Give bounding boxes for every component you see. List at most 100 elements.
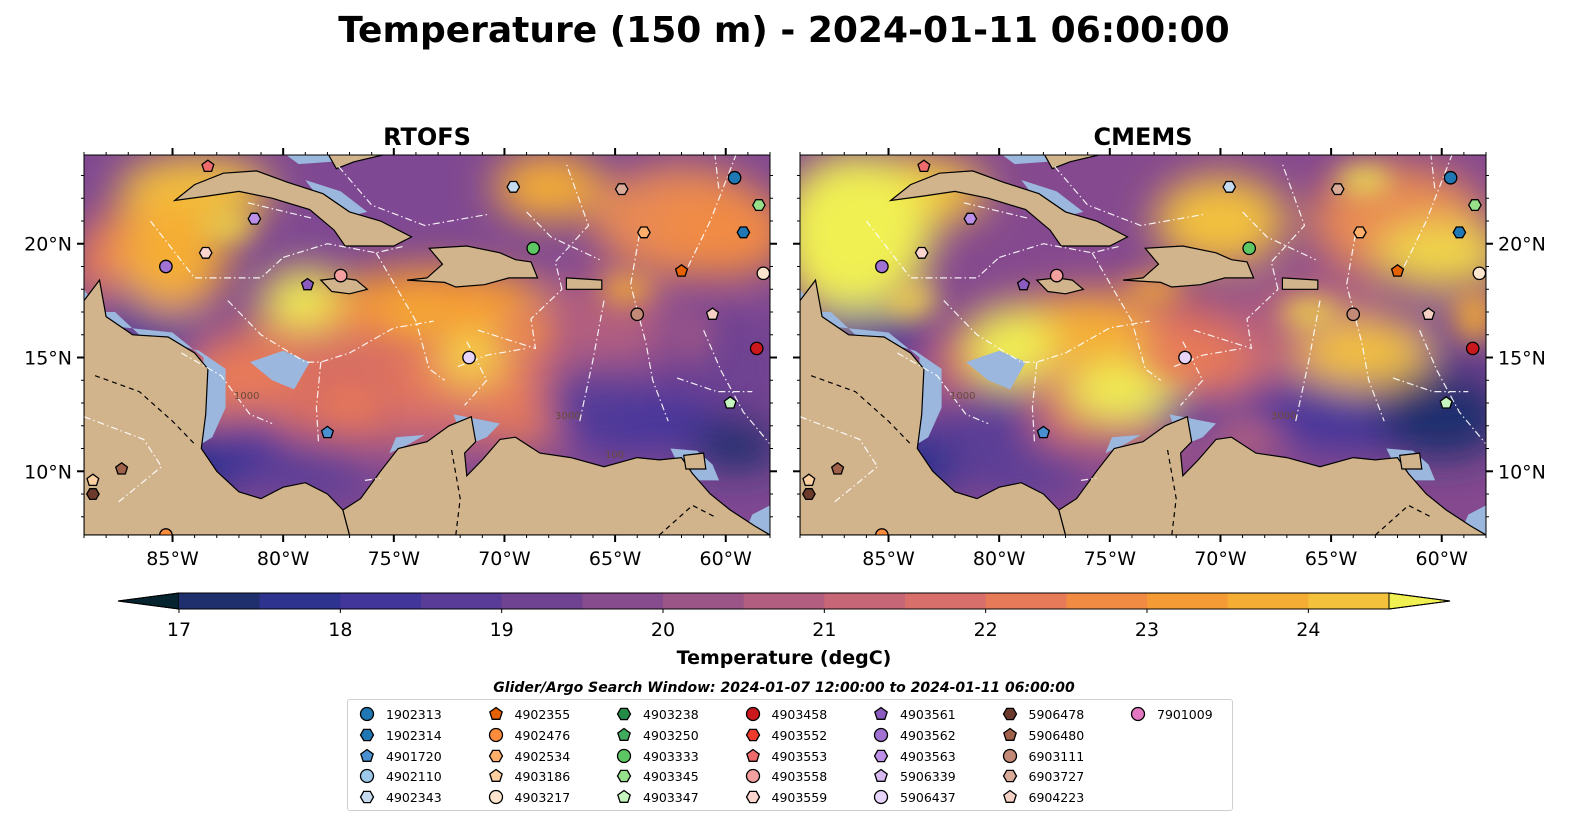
shelf-area (250, 350, 310, 390)
platform-marker-1902313 (1443, 170, 1458, 185)
legend-label: 4903333 (643, 748, 699, 764)
legend-label: 4902355 (514, 707, 571, 722)
legend-label: 6904223 (1028, 790, 1085, 806)
legend-label: 4902534 (514, 748, 571, 764)
legend-entry-6903727: 6903727 (999, 766, 1127, 786)
platform-marker-4903217 (1472, 266, 1486, 281)
colorbar-tick-label: 22 (974, 619, 998, 641)
circle-marker-icon (745, 769, 760, 784)
eez-line (629, 234, 669, 422)
shelf-area (305, 180, 368, 217)
legend-label: 4903345 (643, 769, 699, 785)
lon-tick-label: 70°W (1194, 548, 1247, 570)
platform-marker-1902313 (727, 170, 742, 185)
landmass-trinidad (1399, 452, 1423, 470)
platform-marker-4902534 (1352, 226, 1367, 239)
colorbar-tick-label: 19 (490, 619, 514, 641)
legend-entry-4902343: 4902343 (356, 787, 484, 807)
platform-marker-4903186 (86, 473, 100, 487)
legend-label: 4901720 (386, 748, 442, 764)
legend-label: 1902313 (386, 707, 442, 722)
legend-label: 4902476 (514, 727, 571, 743)
platform-marker-5906437 (1178, 350, 1192, 365)
platform-marker-6903727 (614, 183, 629, 196)
pentagon-marker-icon (360, 748, 374, 762)
platform-marker-4903186 (802, 473, 816, 487)
legend-entry-4903559: 4903559 (742, 787, 870, 807)
platform-marker-4903217 (756, 266, 770, 281)
temperature-blob (1021, 296, 1155, 365)
eez-line (338, 166, 490, 227)
eez-line (227, 300, 434, 363)
platform-markers (85, 159, 770, 535)
colorbar-bin (1066, 593, 1148, 609)
landmass-hispaniola (1123, 245, 1255, 288)
map-title: RTOFS (383, 123, 471, 151)
legend-entry-4903563: 4903563 (870, 746, 998, 766)
legend-entry-5906480: 5906480 (999, 725, 1127, 745)
axis-ticks: 85°W 80°W 75°W 70°W 65°W 60°W 10°N 15°N 20°N (24, 148, 777, 570)
lat-tick-label: 10°N (24, 461, 72, 483)
circle-marker-icon (745, 706, 760, 722)
shelf-area (800, 289, 942, 444)
lon-tick-label: 65°W (1305, 548, 1358, 570)
colorbar-bin (663, 593, 745, 609)
colorbar-bin (824, 593, 906, 609)
lon-tick-label: 80°W (973, 548, 1026, 570)
circle-marker-icon (616, 748, 632, 763)
legend-entry-5906339: 5906339 (870, 766, 998, 786)
landmass-cuba (888, 170, 1129, 247)
hexagon-marker-icon (873, 749, 889, 762)
platform-marker-4903561 (1016, 277, 1031, 291)
legend-entry-4903553: 4903553 (742, 746, 870, 766)
platform-marker-5906480 (830, 461, 845, 475)
colorbar: 17 18 19 20 21 22 23 24 (117, 592, 1451, 641)
contour-label: 100 (605, 450, 624, 461)
shelf-area (966, 350, 1026, 390)
temperature-blob (1231, 375, 1343, 431)
temperature-blob (659, 186, 770, 278)
temperature-blob (1452, 289, 1486, 344)
legend-entry-5906437: 5906437 (870, 787, 998, 807)
eez-line (963, 202, 1031, 220)
legend-entry-4903561: 4903561 (870, 704, 998, 724)
legend-entry-1902314: 1902314 (356, 725, 484, 745)
temperature-blob (387, 302, 445, 331)
platform-marker-6903111 (630, 307, 645, 322)
landmass-puerto-rico (1281, 277, 1319, 290)
temperature-blob (1065, 362, 1177, 422)
landmass-cuba (172, 170, 413, 247)
legend-label: 4903561 (900, 707, 956, 722)
platform-marker-4903347 (1439, 395, 1453, 409)
eez-line (1295, 300, 1321, 422)
legend-entry-4901720: 4901720 (356, 746, 484, 766)
platform-marker-4902343 (506, 180, 521, 193)
hexagon-marker-icon (1002, 770, 1017, 783)
map-frame (83, 154, 771, 536)
temperature-blob (932, 387, 1044, 442)
lon-tick-label: 85°W (862, 548, 915, 570)
hexagon-marker-icon (616, 770, 632, 783)
platform-marker-6904223 (1421, 307, 1436, 320)
lon-tick-label: 65°W (589, 548, 642, 570)
land-areas (84, 155, 770, 535)
legend-entry-4903347: 4903347 (613, 787, 741, 807)
eez-line (1080, 477, 1097, 481)
legend-entry-4903458: 4903458 (742, 704, 870, 724)
platform-marker-4903558 (1049, 268, 1064, 283)
legend-entry-4903558: 4903558 (742, 766, 870, 786)
temperature-blob (201, 209, 255, 242)
hexagon-marker-icon (1002, 707, 1017, 721)
legend-label: 4902343 (386, 790, 442, 806)
colorbar-bin (501, 593, 583, 609)
legend-entry-4903186: 4903186 (485, 766, 613, 786)
platform-marker-4903558 (333, 268, 348, 283)
platform-marker-4903559 (914, 246, 929, 259)
lon-tick-label: 70°W (478, 548, 531, 570)
platform-legend: 1902313 1902314 4901720 4902110 4902343 49023… (347, 699, 1233, 811)
lon-tick-label: 80°W (257, 548, 310, 570)
circle-marker-icon (359, 769, 375, 784)
lat-tick-label: 20°N (24, 234, 72, 256)
platform-marker-1902314 (736, 226, 751, 239)
legend-label: 4903458 (771, 707, 828, 722)
